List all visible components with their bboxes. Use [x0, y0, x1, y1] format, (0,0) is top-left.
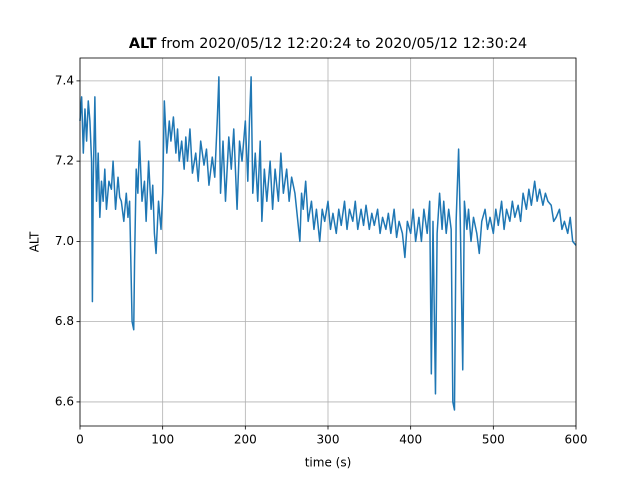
- x-tick-label: 500: [482, 433, 505, 447]
- title-bold: ALT: [129, 36, 157, 52]
- x-tick-label: 0: [76, 433, 84, 447]
- x-tick-label: 400: [399, 433, 422, 447]
- x-tick-label: 200: [234, 433, 257, 447]
- chart-title: ALT from 2020/05/12 12:20:24 to 2020/05/…: [129, 36, 527, 52]
- x-tick-label: 600: [565, 433, 588, 447]
- data-line: [79, 76, 577, 411]
- x-tick-label: 100: [151, 433, 174, 447]
- y-tick-label: 6.8: [55, 314, 74, 328]
- y-axis-label: ALT: [28, 231, 42, 252]
- x-tick-label: 300: [317, 433, 340, 447]
- title-rest: from 2020/05/12 12:20:24 to 2020/05/12 1…: [161, 36, 527, 52]
- y-tick-label: 7.2: [55, 154, 74, 168]
- y-tick-label: 6.6: [55, 394, 74, 408]
- y-tick-label: 7.0: [55, 234, 74, 248]
- y-tick-label: 7.4: [55, 73, 74, 87]
- x-axis-label: time (s): [305, 456, 352, 470]
- axes-frame: [79, 57, 577, 427]
